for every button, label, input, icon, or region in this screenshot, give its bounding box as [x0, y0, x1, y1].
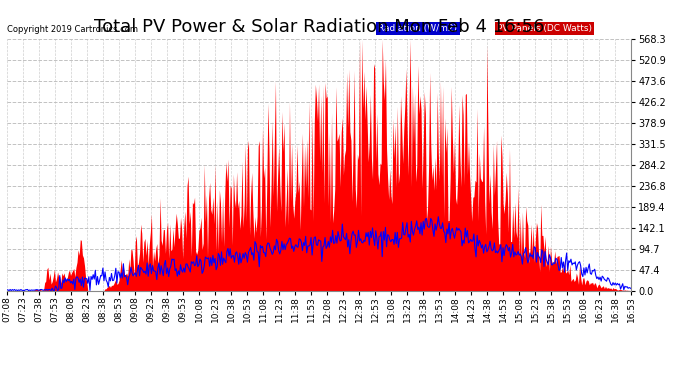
Text: PV Panels (DC Watts): PV Panels (DC Watts) — [497, 24, 592, 33]
Text: Radiation (W/m2): Radiation (W/m2) — [378, 24, 457, 33]
Text: Copyright 2019 Cartronics.com: Copyright 2019 Cartronics.com — [7, 26, 138, 34]
Title: Total PV Power & Solar Radiation Mon Feb 4 16:56: Total PV Power & Solar Radiation Mon Feb… — [94, 18, 544, 36]
